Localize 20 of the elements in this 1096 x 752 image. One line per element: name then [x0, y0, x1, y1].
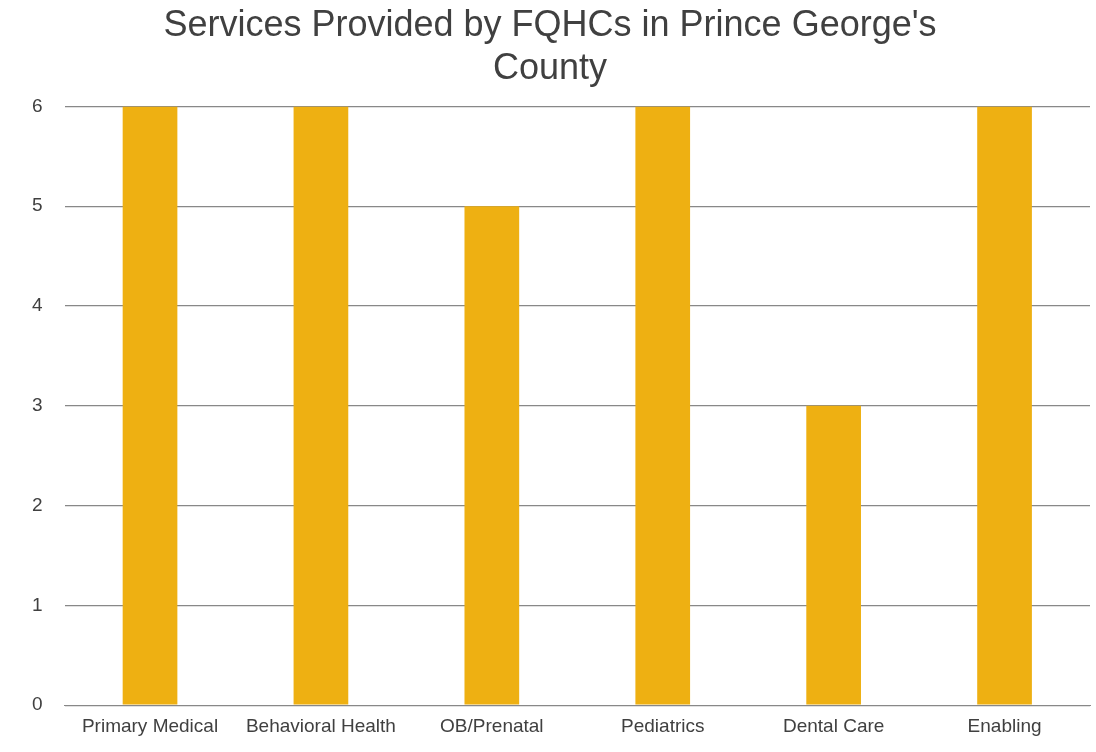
x-tick-label: OB/Prenatal — [440, 714, 544, 736]
x-tick-label: Primary Medical — [81, 714, 219, 736]
bar — [806, 405, 861, 705]
y-tick-label: 0 — [31, 693, 43, 715]
y-tick-label: 5 — [31, 194, 43, 216]
bar — [293, 106, 349, 705]
bar — [464, 206, 520, 705]
bar — [977, 106, 1032, 705]
bar — [122, 106, 178, 705]
x-tick-label: Behavioral Health — [245, 714, 396, 736]
y-tick-label: 2 — [31, 493, 43, 515]
bar — [635, 106, 691, 705]
x-tick-label: Pediatrics — [621, 714, 705, 736]
chart-title: Services Provided by FQHCs in Prince George's County — [163, 2, 937, 87]
y-tick-label: 1 — [31, 593, 43, 615]
y-tick-label: 6 — [31, 94, 43, 116]
y-tick-label: 3 — [31, 394, 43, 416]
x-tick-label: Dental Care — [782, 714, 885, 736]
y-tick-label: 4 — [31, 294, 43, 316]
x-tick-label: Enabling — [967, 714, 1042, 736]
